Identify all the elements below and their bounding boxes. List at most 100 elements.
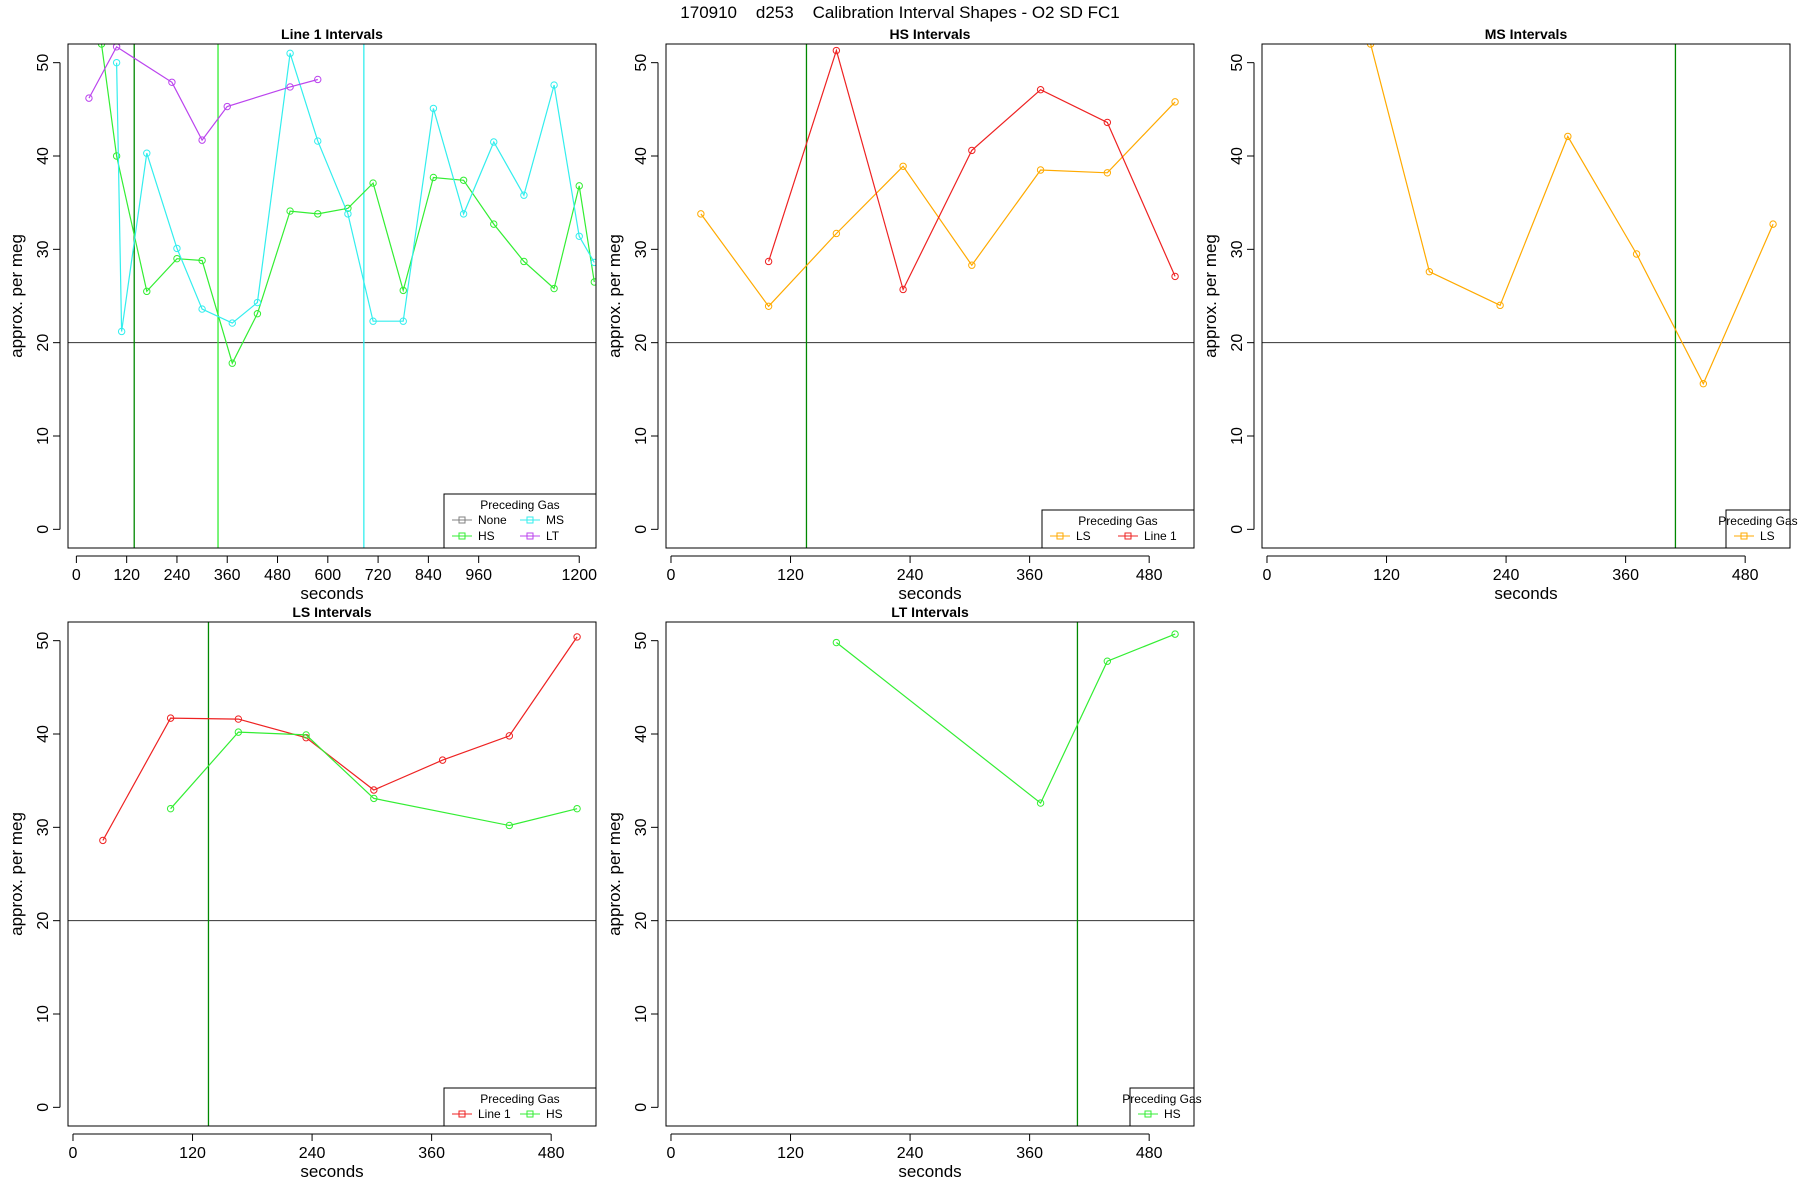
x-tick-label: 1200 bbox=[561, 567, 597, 584]
data-point bbox=[832, 46, 841, 55]
data-point bbox=[550, 81, 558, 89]
y-tick-label: 0 bbox=[35, 525, 52, 534]
y-axis-label: approx. per meg bbox=[605, 234, 624, 358]
data-point bbox=[228, 319, 236, 327]
data-point bbox=[1496, 301, 1504, 310]
series-line-ls bbox=[1370, 44, 1774, 386]
x-tick-label: 480 bbox=[1732, 567, 1759, 584]
x-tick-label: 240 bbox=[1493, 567, 1520, 584]
legend-swatch-marker bbox=[1056, 532, 1064, 540]
y-tick-label: 40 bbox=[633, 147, 650, 165]
data-point bbox=[1036, 799, 1045, 807]
legend-swatch-marker bbox=[458, 516, 466, 524]
x-tick-label: 360 bbox=[214, 567, 241, 584]
chart-panel-1: Line 1 Intervals 0 120 240 360 480 600 720 840 96… bbox=[7, 26, 597, 603]
panel-title: LS Intervals bbox=[292, 604, 372, 620]
legend-swatch-marker bbox=[1144, 1110, 1152, 1118]
series-line-hs bbox=[100, 44, 595, 365]
data-point bbox=[286, 83, 294, 91]
data-point bbox=[899, 285, 907, 294]
legend-entry-label: Line 1 bbox=[1144, 529, 1177, 543]
y-tick-label: 10 bbox=[633, 427, 650, 445]
data-point bbox=[550, 284, 558, 293]
data-point bbox=[575, 182, 583, 190]
data-point bbox=[968, 261, 976, 269]
data-point bbox=[1171, 98, 1179, 106]
legend-swatch-marker bbox=[1124, 532, 1132, 540]
chart-panel-2: HS Intervals 0 120 240 360 480 seconds 0 10 20 30 4… bbox=[605, 26, 1195, 603]
plot-frame bbox=[67, 621, 597, 1127]
legend-swatch-marker bbox=[458, 532, 466, 540]
data-point bbox=[697, 210, 705, 218]
legend-box bbox=[1725, 509, 1791, 549]
x-tick-label: 480 bbox=[1136, 1145, 1163, 1162]
data-point bbox=[253, 310, 262, 318]
chart-panel-3: MS Intervals 0 120 240 360 480 seconds 0 10 20 30 4… bbox=[1201, 26, 1798, 603]
y-tick-label: 20 bbox=[1229, 334, 1246, 352]
x-axis-label: seconds bbox=[1494, 584, 1557, 603]
panel-title: Line 1 Intervals bbox=[281, 26, 383, 42]
y-tick-label: 0 bbox=[1229, 525, 1246, 534]
y-tick-label: 40 bbox=[633, 725, 650, 743]
legend-entry-label: HS bbox=[546, 1107, 563, 1121]
data-point bbox=[1103, 169, 1112, 177]
plot-area bbox=[68, 622, 596, 1126]
data-point bbox=[198, 305, 206, 313]
data-point bbox=[370, 794, 378, 803]
data-point bbox=[173, 254, 181, 263]
legend-entry-label: LS bbox=[1076, 529, 1091, 543]
data-point bbox=[590, 278, 596, 286]
data-point bbox=[899, 162, 907, 170]
plot-area bbox=[666, 44, 1194, 548]
legend-title: Preceding Gas bbox=[1718, 514, 1797, 528]
legend-swatch-marker bbox=[526, 532, 534, 540]
legend-swatch-marker bbox=[1740, 532, 1748, 540]
data-point bbox=[369, 179, 377, 187]
legend-box bbox=[1129, 1087, 1195, 1127]
legend-entry-label: Line 1 bbox=[478, 1107, 511, 1121]
data-point bbox=[112, 58, 121, 67]
legend-title: Preceding Gas bbox=[480, 1092, 559, 1106]
y-tick-label: 50 bbox=[1229, 54, 1246, 72]
x-axis-label: seconds bbox=[300, 1162, 363, 1181]
legend-box bbox=[443, 493, 597, 549]
legend-entry-label: LS bbox=[1760, 529, 1775, 543]
legend-entry-label: HS bbox=[1164, 1107, 1181, 1121]
series-line-hs bbox=[170, 731, 578, 827]
data-point bbox=[764, 257, 773, 266]
x-tick-label: 720 bbox=[365, 567, 392, 584]
data-point bbox=[490, 138, 498, 146]
x-tick-label: 480 bbox=[538, 1145, 565, 1162]
data-point bbox=[314, 75, 322, 84]
y-tick-label: 20 bbox=[35, 912, 52, 930]
y-axis-label: approx. per meg bbox=[1201, 234, 1220, 358]
data-point bbox=[459, 176, 468, 184]
y-tick-label: 50 bbox=[633, 632, 650, 650]
x-axis-label: seconds bbox=[898, 1162, 961, 1181]
x-tick-label: 600 bbox=[314, 567, 341, 584]
data-point bbox=[143, 287, 151, 296]
x-tick-label: 480 bbox=[264, 567, 291, 584]
y-tick-label: 30 bbox=[35, 818, 52, 836]
x-tick-label: 240 bbox=[897, 567, 924, 584]
data-point bbox=[764, 302, 773, 310]
chart-panel-4: LS Intervals 0 120 240 360 480 seconds 0 10 20 30 4… bbox=[7, 604, 597, 1181]
y-tick-label: 20 bbox=[35, 334, 52, 352]
data-point bbox=[112, 152, 121, 160]
data-point bbox=[1103, 118, 1112, 127]
data-point bbox=[286, 49, 294, 58]
x-tick-label: 480 bbox=[1136, 567, 1163, 584]
data-point bbox=[234, 728, 243, 736]
data-point bbox=[314, 137, 322, 145]
data-point bbox=[505, 732, 514, 740]
chart-panel-5: LT Intervals 0 120 240 360 480 seconds 0 10 20 30 4… bbox=[605, 604, 1202, 1181]
data-point bbox=[590, 258, 596, 267]
series-line-line-1 bbox=[102, 636, 578, 841]
data-point bbox=[1036, 166, 1045, 174]
x-tick-label: 240 bbox=[897, 1145, 924, 1162]
data-point bbox=[1632, 250, 1641, 258]
data-point bbox=[1036, 86, 1045, 94]
